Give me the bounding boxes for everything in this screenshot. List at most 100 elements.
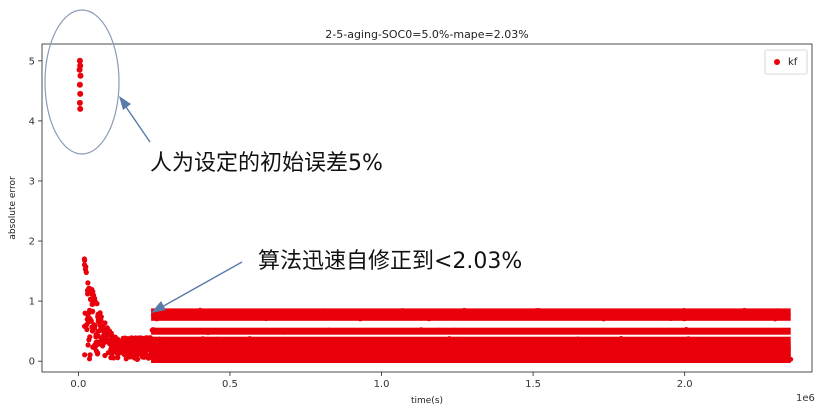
data-point-steady [539, 357, 544, 362]
data-point-steady [665, 355, 670, 360]
data-point-steady [507, 309, 513, 315]
data-point-steady [361, 343, 366, 349]
data-point-steady [563, 356, 568, 362]
data-point-steady [277, 311, 283, 316]
data-point-steady [547, 314, 553, 320]
data-point-steady [170, 345, 176, 351]
data-point-transient [86, 337, 92, 343]
data-point-steady [266, 337, 272, 342]
annotation-arrowhead-correction [151, 301, 166, 313]
data-point-steady [366, 314, 372, 320]
data-point-steady [678, 328, 684, 333]
data-point-steady [659, 329, 665, 335]
data-point-steady [709, 310, 715, 316]
data-point-steady [455, 344, 461, 350]
data-point-transient [131, 352, 137, 358]
data-point-steady [500, 349, 505, 355]
data-point-steady [407, 343, 412, 349]
data-point-initial [76, 99, 83, 106]
data-point-transient [88, 287, 94, 294]
data-point-steady [573, 344, 579, 350]
data-point-steady [200, 336, 206, 341]
data-point-steady [543, 337, 549, 343]
data-point-steady [728, 329, 734, 334]
data-point-steady [558, 343, 564, 349]
data-point-steady [154, 316, 160, 322]
data-point-transient [100, 343, 106, 349]
y-axis-ticks: 0 1 2 3 4 5 [29, 56, 42, 368]
data-point-steady [745, 348, 751, 354]
data-point-steady [585, 350, 590, 356]
data-point-steady [148, 339, 154, 345]
data-point-steady [420, 328, 426, 334]
data-point-transient [85, 291, 91, 297]
data-point-transient [85, 280, 91, 286]
data-point-steady [611, 355, 616, 360]
data-point-steady [240, 357, 246, 362]
data-point-steady [411, 351, 417, 357]
data-point-steady [396, 314, 402, 320]
data-point-initial [77, 90, 84, 97]
data-point-steady [718, 356, 724, 362]
data-point-steady [305, 348, 311, 354]
data-point-steady [405, 350, 411, 356]
x-axis-label: time(s) [411, 396, 443, 405]
data-point-steady [686, 336, 691, 341]
data-point-steady [262, 355, 267, 360]
data-point-transient [81, 262, 88, 268]
plot-area [41, 43, 813, 373]
x-axis-offset-label: 1e6 [796, 393, 815, 404]
data-point-steady [273, 344, 278, 349]
data-band-steady [151, 313, 791, 321]
x-tick-label: 0.5 [222, 379, 238, 390]
data-point-transient [112, 334, 118, 340]
data-point-initial [76, 81, 83, 88]
data-point-steady [641, 354, 647, 360]
data-point-steady [436, 327, 442, 333]
data-point-steady [775, 308, 781, 314]
y-tick-label: 4 [29, 116, 35, 127]
data-point-transient [128, 344, 134, 350]
data-point-steady [426, 316, 432, 322]
data-point-steady [208, 311, 214, 316]
data-point-steady [461, 307, 467, 313]
data-point-steady [683, 356, 688, 361]
data-point-steady [644, 313, 650, 319]
data-point-transient [102, 320, 108, 326]
data-point-steady [623, 356, 629, 361]
legend: kf [764, 49, 808, 75]
data-point-transient [134, 356, 140, 362]
data-point-steady [629, 349, 635, 355]
data-point-transient [85, 313, 91, 319]
data-point-steady [773, 343, 779, 349]
data-point-steady [551, 343, 557, 348]
data-point-steady [544, 309, 550, 315]
data-point-transient [87, 352, 93, 358]
annotation-arrowhead-initial [119, 96, 131, 110]
data-point-steady [584, 356, 589, 362]
data-point-transient [133, 339, 139, 345]
data-point-steady [668, 316, 674, 322]
data-point-steady [655, 343, 660, 348]
data-point-steady [291, 348, 297, 354]
data-point-steady [356, 310, 362, 316]
data-point-steady [740, 329, 746, 335]
data-point-transient [111, 340, 117, 346]
data-point-transient [92, 322, 98, 329]
data-point-steady [314, 355, 320, 361]
data-point-transient [95, 318, 101, 324]
data-point-steady [407, 310, 412, 316]
data-point-steady [256, 315, 262, 321]
data-point-steady [451, 327, 457, 333]
x-axis-ticks: 0.0 0.5 1.0 1.5 2.0 [70, 372, 693, 390]
data-point-steady [766, 349, 772, 354]
data-point-steady [526, 337, 532, 342]
data-point-steady [265, 310, 270, 316]
data-point-steady [180, 354, 186, 360]
data-point-steady [730, 337, 736, 343]
data-point-steady [234, 355, 240, 361]
data-point-steady [601, 316, 606, 322]
data-point-steady [299, 344, 304, 350]
data-point-steady [575, 310, 581, 316]
annotation-arrow-correction [159, 261, 243, 309]
